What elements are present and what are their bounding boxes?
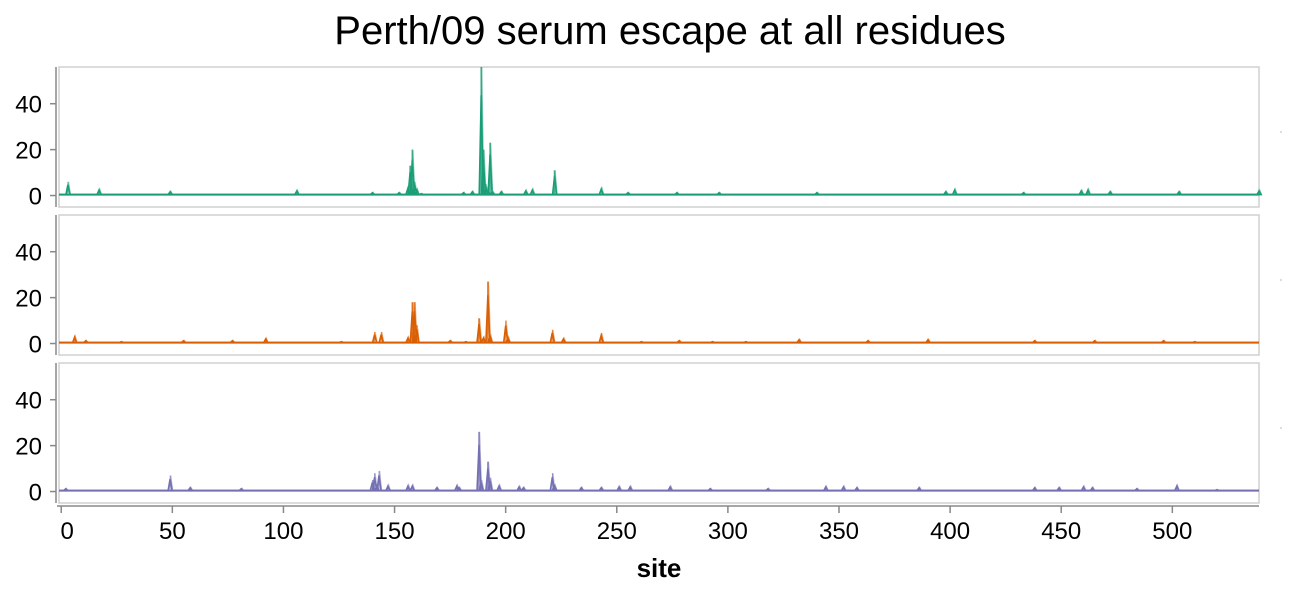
- chart-title: Perth/09 serum escape at all residues: [334, 9, 1005, 53]
- x-tick-label: 100: [263, 518, 303, 545]
- panel-1: 0 20 40: [15, 66, 1282, 211]
- x-tick-label: 450: [1041, 518, 1081, 545]
- series-trace: [59, 444, 1259, 492]
- y-tick-label: 0: [29, 480, 42, 507]
- panel-frame: [58, 214, 1260, 356]
- panel-frame: [58, 66, 1260, 208]
- y-tick-label: 0: [29, 332, 42, 359]
- panel-frame: [58, 362, 1260, 504]
- y-tick-label: 20: [15, 434, 42, 461]
- series-trace: [59, 95, 1263, 196]
- series-trace: [59, 295, 1259, 344]
- series-trace-light: [59, 66, 1263, 196]
- x-tick-label: 250: [597, 518, 637, 545]
- y-tick-label: 20: [15, 286, 42, 313]
- y-tick-label: 40: [15, 388, 42, 415]
- x-tick-label: 300: [708, 518, 748, 545]
- x-tick-label: 150: [375, 518, 415, 545]
- series-trace-light: [59, 281, 1259, 344]
- x-axis: 0 50 100 150 200 250 300 350 400 450 500: [57, 505, 1259, 545]
- y-tick-label: 40: [15, 92, 42, 119]
- series-trace-light: [59, 431, 1259, 492]
- x-tick-label: 0: [61, 518, 74, 545]
- y-tick-label: 40: [15, 240, 42, 267]
- x-tick-label: 400: [930, 518, 970, 545]
- panel-3: 0 20 40: [15, 362, 1282, 507]
- x-axis-label: site: [637, 553, 682, 583]
- x-tick-label: 350: [819, 518, 859, 545]
- panel-2: 0 20 40: [15, 214, 1282, 359]
- x-tick-label: 200: [486, 518, 526, 545]
- x-tick-label: 50: [159, 518, 186, 545]
- panels: 0 20 40 0 20 40 0 20 40: [15, 66, 1282, 507]
- x-tick-label: 500: [1152, 518, 1192, 545]
- y-tick-label: 0: [29, 184, 42, 211]
- y-tick-label: 20: [15, 138, 42, 165]
